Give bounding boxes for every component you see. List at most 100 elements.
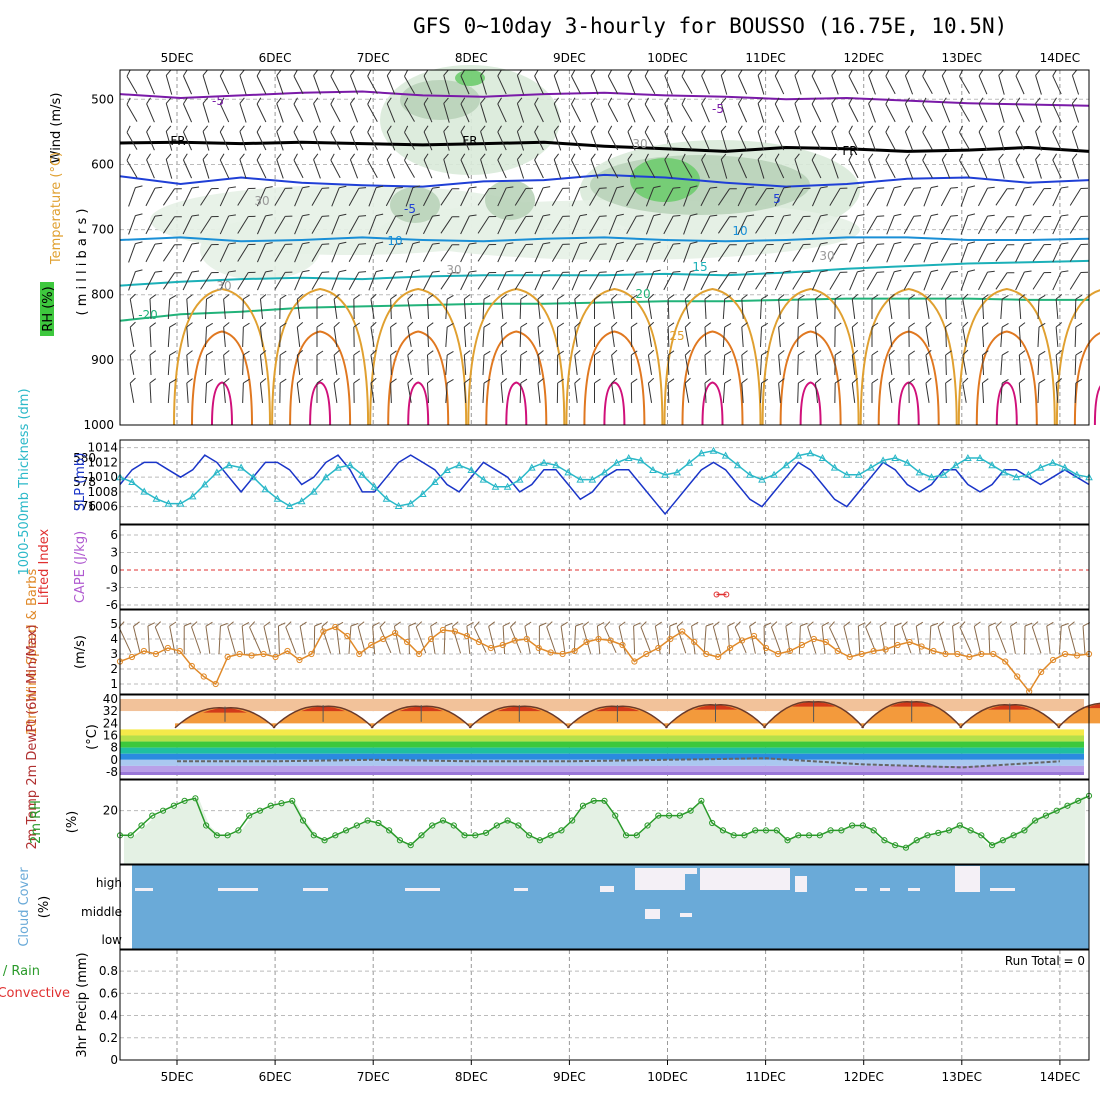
thickness-line-point	[976, 453, 984, 461]
wind-barb	[608, 241, 624, 263]
wind-barb-flag	[497, 153, 502, 161]
wind-barb-staff	[423, 159, 433, 179]
wind-barb-staff	[811, 243, 822, 263]
wind-barb	[514, 215, 534, 234]
wind-barb	[353, 322, 361, 348]
thickness-line-point	[237, 463, 245, 471]
wind-barb-flag	[631, 294, 638, 300]
wind-barb	[571, 185, 588, 207]
wind-barb	[279, 350, 287, 376]
wind-barb	[571, 69, 581, 95]
wind-barb-staff	[904, 103, 914, 123]
wind-barb-staff	[903, 244, 915, 262]
wind-barb-flag	[831, 125, 837, 132]
wind-barb	[829, 187, 848, 206]
wind-barb-flag	[868, 69, 874, 76]
wind-barb	[296, 377, 304, 403]
rh-label: 30	[819, 249, 834, 263]
wind-barb	[960, 185, 976, 207]
wind-barb	[589, 271, 607, 290]
rh-line-point	[203, 822, 210, 829]
wind10-barb-staff	[285, 626, 297, 654]
wind-barb-staff	[385, 271, 397, 291]
wind-barb	[497, 69, 507, 95]
wind-barb-flag	[243, 350, 250, 356]
wind-barb-flag	[704, 294, 712, 300]
wind-barb-flag	[690, 185, 698, 189]
wind-barb-flag	[339, 241, 347, 245]
wind-barb	[886, 185, 902, 207]
wind-barb-staff	[923, 215, 932, 235]
wind-barb-flag	[520, 294, 528, 300]
wind10-line-point	[224, 653, 231, 661]
wind-barb-staff	[1055, 382, 1059, 404]
wind-barb-staff	[204, 382, 208, 404]
wind-barb-flag	[611, 293, 618, 300]
wind-barb-flag	[483, 350, 491, 356]
wind-barb-staff	[497, 187, 507, 207]
wind10-barb	[430, 621, 438, 654]
wind-barb-staff	[885, 75, 896, 95]
wind-barb-flag	[950, 270, 958, 273]
wind-barb-flag	[276, 69, 282, 76]
wind10-barb-flag	[285, 621, 292, 628]
wind-barb-staff	[553, 103, 562, 123]
wind-barb-staff	[1015, 187, 1025, 207]
wind-barb-staff	[534, 215, 544, 235]
rh-line-point	[159, 807, 167, 814]
wind-barb-staff	[978, 243, 988, 263]
wind-barb	[589, 215, 607, 234]
wind-barb-staff	[276, 159, 284, 179]
wind-barb-staff	[647, 299, 653, 319]
wind-barb	[814, 350, 822, 375]
wind-barb-flag	[353, 350, 361, 356]
wind-barb	[500, 350, 508, 376]
wind-barb	[644, 125, 656, 150]
wind10-barb-flag	[604, 621, 611, 628]
wind-barb-flag	[998, 69, 1004, 76]
wind-barb-flag	[186, 294, 193, 300]
thickness-line-point	[661, 470, 669, 478]
wind-barb	[146, 97, 155, 123]
wind10-barb-flag	[821, 621, 829, 627]
wind10-barb-staff	[118, 627, 132, 653]
wind-barb-flag	[149, 294, 157, 300]
rh-line-point	[978, 832, 985, 839]
wind-barb-staff	[722, 354, 726, 376]
wind-barb-staff	[182, 215, 193, 235]
rh-line-point	[138, 822, 145, 829]
wind-barb-flag	[367, 153, 372, 161]
wind-barb-staff	[276, 103, 284, 123]
wind-barb-staff	[186, 298, 189, 320]
wind-barb-staff	[256, 103, 267, 123]
wind-barb-flag	[1055, 294, 1063, 300]
wind-barb	[293, 69, 304, 95]
wind-barb-staff	[886, 187, 895, 207]
wind-barb-staff	[331, 271, 340, 291]
wind-barb-staff	[482, 382, 485, 404]
wind-barb-staff	[274, 216, 286, 234]
wind-barb	[186, 378, 193, 404]
wind-barb-flag	[296, 321, 304, 328]
wind-barb-staff	[553, 159, 562, 179]
rh-line-point	[526, 832, 533, 839]
wind-barb-staff	[774, 75, 785, 95]
wind-barb-flag	[460, 69, 466, 77]
wind-barb-flag	[820, 242, 828, 245]
wind-barb-flag	[432, 186, 440, 189]
wind-barb-flag	[925, 377, 932, 384]
wind-barb-staff	[516, 103, 525, 123]
wind10-barb-flag	[582, 621, 590, 627]
wind-barb-flag	[834, 294, 842, 300]
thickness-line-point	[855, 470, 863, 478]
wind-barb	[1000, 351, 1009, 376]
wind-barb-staff	[182, 159, 193, 179]
wind-barb	[333, 293, 340, 319]
wind-barb-flag	[709, 214, 718, 217]
wind-barb-flag	[774, 125, 780, 133]
wind-barb-staff	[386, 159, 396, 179]
wind-barb-flag	[525, 271, 534, 274]
wind-barb-flag	[998, 125, 1004, 132]
wind-barb-flag	[169, 379, 177, 384]
wind-barb-flag	[154, 186, 163, 189]
